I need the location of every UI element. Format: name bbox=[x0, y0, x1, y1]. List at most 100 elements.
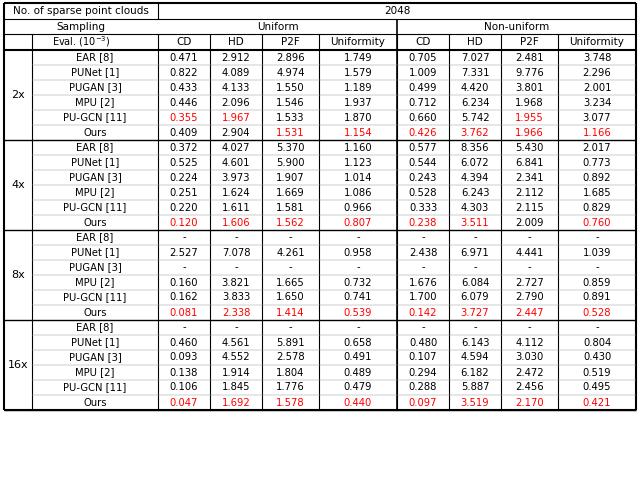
Text: 4.552: 4.552 bbox=[221, 353, 250, 363]
Text: 0.251: 0.251 bbox=[170, 187, 198, 197]
Text: -: - bbox=[234, 322, 238, 332]
Text: 6.971: 6.971 bbox=[461, 248, 490, 258]
Text: 3.234: 3.234 bbox=[583, 98, 611, 107]
Text: 2.790: 2.790 bbox=[515, 293, 544, 303]
Text: 2.112: 2.112 bbox=[515, 187, 544, 197]
Text: 1.669: 1.669 bbox=[276, 187, 305, 197]
Text: 4.561: 4.561 bbox=[221, 338, 250, 347]
Text: 0.577: 0.577 bbox=[409, 142, 437, 152]
Text: 0.093: 0.093 bbox=[170, 353, 198, 363]
Text: -: - bbox=[289, 232, 292, 242]
Text: PUNet [1]: PUNet [1] bbox=[71, 338, 119, 347]
Text: P2F: P2F bbox=[520, 37, 539, 47]
Text: -: - bbox=[182, 322, 186, 332]
Text: MPU [2]: MPU [2] bbox=[76, 367, 115, 377]
Text: 1.578: 1.578 bbox=[276, 398, 305, 408]
Text: 0.426: 0.426 bbox=[409, 127, 437, 137]
Text: 0.142: 0.142 bbox=[409, 308, 437, 318]
Text: 1.606: 1.606 bbox=[221, 217, 250, 228]
Text: PUNet [1]: PUNet [1] bbox=[71, 158, 119, 168]
Text: 3.030: 3.030 bbox=[515, 353, 543, 363]
Text: 0.525: 0.525 bbox=[170, 158, 198, 168]
Text: 0.446: 0.446 bbox=[170, 98, 198, 107]
Text: 1.039: 1.039 bbox=[583, 248, 611, 258]
Text: -: - bbox=[356, 262, 360, 273]
Text: 0.107: 0.107 bbox=[409, 353, 437, 363]
Text: Uniformity: Uniformity bbox=[570, 37, 625, 47]
Text: 2.527: 2.527 bbox=[170, 248, 198, 258]
Text: -: - bbox=[473, 262, 477, 273]
Text: Uniformity: Uniformity bbox=[331, 37, 385, 47]
Text: 1.086: 1.086 bbox=[344, 187, 372, 197]
Text: -: - bbox=[528, 232, 531, 242]
Text: 0.760: 0.760 bbox=[583, 217, 611, 228]
Text: 0.409: 0.409 bbox=[170, 127, 198, 137]
Text: 0.460: 0.460 bbox=[170, 338, 198, 347]
Text: 3.821: 3.821 bbox=[221, 277, 250, 287]
Text: 2.170: 2.170 bbox=[515, 398, 544, 408]
Text: 0.804: 0.804 bbox=[583, 338, 611, 347]
Text: 2x: 2x bbox=[11, 90, 25, 100]
Text: 1.955: 1.955 bbox=[515, 113, 544, 123]
Text: 0.499: 0.499 bbox=[409, 82, 437, 92]
Text: 5.891: 5.891 bbox=[276, 338, 305, 347]
Text: 0.519: 0.519 bbox=[582, 367, 611, 377]
Text: 4.420: 4.420 bbox=[461, 82, 489, 92]
Text: 4.089: 4.089 bbox=[222, 68, 250, 78]
Text: 0.372: 0.372 bbox=[170, 142, 198, 152]
Text: 8.356: 8.356 bbox=[461, 142, 489, 152]
Text: 2.912: 2.912 bbox=[221, 53, 250, 62]
Text: 0.243: 0.243 bbox=[409, 172, 437, 182]
Text: CD: CD bbox=[415, 37, 431, 47]
Text: 0.705: 0.705 bbox=[409, 53, 437, 62]
Text: 2.472: 2.472 bbox=[515, 367, 544, 377]
Text: 1.870: 1.870 bbox=[344, 113, 372, 123]
Text: 1.154: 1.154 bbox=[344, 127, 372, 137]
Text: 5.887: 5.887 bbox=[461, 383, 489, 392]
Text: 3.801: 3.801 bbox=[515, 82, 544, 92]
Text: 0.528: 0.528 bbox=[409, 187, 437, 197]
Text: 0.859: 0.859 bbox=[583, 277, 611, 287]
Text: -: - bbox=[528, 322, 531, 332]
Text: 1.562: 1.562 bbox=[276, 217, 305, 228]
Text: 4x: 4x bbox=[11, 180, 25, 190]
Text: 0.966: 0.966 bbox=[344, 203, 372, 213]
Text: -: - bbox=[473, 322, 477, 332]
Text: -: - bbox=[595, 322, 599, 332]
Text: 3.833: 3.833 bbox=[222, 293, 250, 303]
Text: Ours: Ours bbox=[83, 217, 107, 228]
Text: 7.078: 7.078 bbox=[221, 248, 250, 258]
Text: PUNet [1]: PUNet [1] bbox=[71, 68, 119, 78]
Text: 0.047: 0.047 bbox=[170, 398, 198, 408]
Text: 3.727: 3.727 bbox=[461, 308, 490, 318]
Text: 4.594: 4.594 bbox=[461, 353, 489, 363]
Text: Uniform: Uniform bbox=[257, 22, 298, 32]
Text: 1.907: 1.907 bbox=[276, 172, 305, 182]
Text: 0.822: 0.822 bbox=[170, 68, 198, 78]
Text: 0.333: 0.333 bbox=[409, 203, 437, 213]
Text: 16x: 16x bbox=[8, 360, 28, 370]
Text: 4.394: 4.394 bbox=[461, 172, 489, 182]
Text: 4.601: 4.601 bbox=[221, 158, 250, 168]
Text: 0.440: 0.440 bbox=[344, 398, 372, 408]
Text: 0.471: 0.471 bbox=[170, 53, 198, 62]
Text: 0.807: 0.807 bbox=[344, 217, 372, 228]
Text: 1.624: 1.624 bbox=[221, 187, 250, 197]
Text: EAR [8]: EAR [8] bbox=[76, 53, 114, 62]
Text: 1.189: 1.189 bbox=[344, 82, 372, 92]
Text: MPU [2]: MPU [2] bbox=[76, 98, 115, 107]
Text: -: - bbox=[421, 322, 425, 332]
Text: 4.441: 4.441 bbox=[515, 248, 544, 258]
Text: 5.900: 5.900 bbox=[276, 158, 305, 168]
Text: 0.892: 0.892 bbox=[583, 172, 611, 182]
Text: 2.904: 2.904 bbox=[221, 127, 250, 137]
Text: 1.749: 1.749 bbox=[344, 53, 372, 62]
Text: 4.112: 4.112 bbox=[515, 338, 544, 347]
Text: -: - bbox=[182, 232, 186, 242]
Text: CD: CD bbox=[176, 37, 192, 47]
Text: -: - bbox=[356, 322, 360, 332]
Text: MPU [2]: MPU [2] bbox=[76, 187, 115, 197]
Text: -: - bbox=[421, 232, 425, 242]
Text: 1.550: 1.550 bbox=[276, 82, 305, 92]
Text: 1.611: 1.611 bbox=[221, 203, 250, 213]
